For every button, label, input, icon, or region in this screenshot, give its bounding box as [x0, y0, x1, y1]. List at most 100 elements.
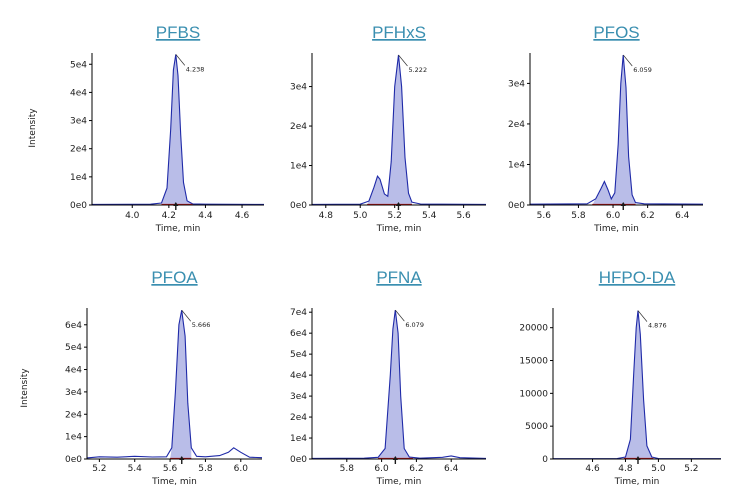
pfbs-title: PFBS	[156, 23, 200, 42]
pfna-y-tick-label: 1e4	[290, 434, 307, 444]
pfbs-x-tick-label: 4.2	[162, 211, 176, 221]
pfoa-x-tick-label: 6.0	[234, 464, 249, 474]
pfos-peak-leader	[622, 54, 633, 67]
pfhxs-peak-leader	[398, 54, 408, 67]
pfoa-title: PFOA	[151, 268, 198, 287]
pfbs-y-tick-label: 3e4	[70, 117, 87, 127]
pfoa-y-tick-label: 5e4	[65, 343, 82, 353]
pfoa-trace	[86, 310, 263, 459]
pfos-x-tick-label: 6.0	[606, 211, 621, 221]
pfhxs-x-axis-label: Time, min	[376, 224, 422, 234]
pfos-x-tick-label: 6.4	[675, 211, 690, 221]
pfhxs-title: PFHxS	[372, 23, 426, 42]
pfos-y-tick-label: 2e4	[508, 120, 525, 130]
hfpo-da-x-tick-label: 4.8	[618, 464, 633, 474]
pfoa-y-tick-label: 0e0	[65, 455, 82, 465]
pfbs-y-tick-label: 4e4	[70, 88, 87, 98]
pfna-x-tick-label: 5.8	[340, 464, 355, 474]
pfna-trace	[311, 310, 487, 459]
pfos-y-tick-label: 0e0	[508, 201, 525, 211]
hfpo-da-peak-label: 4.876	[648, 322, 667, 330]
pfoa-y-tick-label: 1e4	[65, 433, 82, 443]
pfhxs-x-tick-label: 4.8	[319, 211, 334, 221]
pfoa-y-tick-label: 2e4	[65, 410, 82, 420]
pfhxs-x-tick-label: 5.2	[388, 211, 402, 221]
pfbs-y-tick-label: 2e4	[70, 145, 87, 155]
pfhxs-y-tick-label: 1e4	[290, 162, 307, 172]
pfna-x-tick-label: 6.4	[444, 464, 459, 474]
pfos-x-tick-label: 5.8	[571, 211, 586, 221]
hfpo-da-x-tick-label: 5.2	[684, 464, 698, 474]
pfna-y-tick-label: 2e4	[290, 413, 307, 423]
pfbs-y-tick-label: 1e4	[70, 173, 87, 183]
y-axis-label-row1: Intensity	[28, 108, 38, 148]
pfoa-x-tick-label: 5.4	[128, 464, 143, 474]
pfos-peak-label: 6.059	[633, 66, 652, 74]
pfoa-x-tick-label: 5.6	[163, 464, 178, 474]
hfpo-da-x-axis-label: Time, min	[614, 477, 660, 487]
pfbs-x-tick-label: 4.4	[198, 211, 213, 221]
pfbs-peak-area	[161, 54, 193, 206]
pfna-apex-marker	[392, 456, 398, 460]
pfos-trace	[529, 54, 704, 205]
pfos-peak-area	[592, 55, 636, 205]
pfhxs-x-tick-label: 5.0	[353, 211, 368, 221]
pfoa-y-tick-label: 3e4	[65, 388, 82, 398]
pfoa-peak-area	[170, 310, 192, 459]
pfna-peak-area	[378, 310, 413, 459]
hfpo-da-apex-marker	[635, 456, 641, 460]
pfbs-apex-marker	[173, 202, 179, 206]
pfbs-y-tick-label: 5e4	[70, 60, 87, 70]
pfna-y-tick-label: 7e4	[290, 308, 307, 318]
pfhxs-peak-label: 5.222	[408, 66, 427, 74]
pfhxs-x-tick-label: 5.4	[422, 211, 437, 221]
hfpo-da-peak-area	[623, 310, 654, 459]
pfbs-peak-leader	[175, 54, 186, 66]
pfoa-x-axis-label: Time, min	[151, 477, 197, 487]
pfhxs-peak-area	[367, 55, 412, 205]
pfos-y-tick-label: 3e4	[508, 79, 525, 89]
pfna-y-tick-label: 6e4	[290, 329, 307, 339]
pfbs-trace	[91, 54, 265, 205]
pfoa-peak-leader	[181, 310, 192, 322]
pfhxs-y-tick-label: 2e4	[290, 122, 307, 132]
hfpo-da-title: HFPO-DA	[599, 268, 676, 287]
pfoa-x-tick-label: 5.2	[92, 464, 106, 474]
pfhxs-y-tick-label: 3e4	[290, 83, 307, 93]
hfpo-da-x-tick-label: 4.6	[585, 464, 600, 474]
hfpo-da-y-tick-label: 15000	[519, 357, 548, 367]
pfbs-x-tick-label: 4.0	[125, 211, 140, 221]
pfna-y-tick-label: 5e4	[290, 350, 307, 360]
hfpo-da-y-tick-label: 20000	[519, 324, 548, 334]
pfbs-x-tick-label: 4.6	[235, 211, 250, 221]
pfoa-y-tick-label: 4e4	[65, 366, 82, 376]
pfos-title: PFOS	[593, 23, 639, 42]
pfna-x-tick-label: 6.2	[409, 464, 423, 474]
pfna-x-axis-label: Time, min	[376, 477, 422, 487]
pfbs-x-axis-label: Time, min	[155, 224, 201, 234]
hfpo-da-peak-leader	[637, 310, 648, 322]
pfhxs-trace	[311, 54, 487, 205]
pfna-peak-leader	[395, 309, 405, 322]
hfpo-da-trace	[552, 310, 722, 460]
y-axis-label-row2: Intensity	[20, 368, 30, 408]
pfoa-apex-marker	[179, 456, 185, 460]
pfhxs-x-tick-label: 5.6	[456, 211, 471, 221]
hfpo-da-x-tick-label: 5.0	[651, 464, 666, 474]
pfna-peak-label: 6.079	[405, 321, 424, 329]
pfos-x-axis-label: Time, min	[593, 224, 639, 234]
pfos-y-tick-label: 1e4	[508, 160, 525, 170]
pfhxs-apex-marker	[395, 202, 401, 206]
pfos-apex-marker	[620, 202, 626, 206]
pfos-x-tick-label: 5.6	[537, 211, 552, 221]
pfos-x-tick-label: 6.2	[640, 211, 654, 221]
hfpo-da-y-tick-label: 5000	[525, 422, 548, 432]
pfoa-x-tick-label: 5.8	[198, 464, 213, 474]
pfna-y-tick-label: 4e4	[290, 371, 307, 381]
pfbs-y-tick-label: 0e0	[70, 201, 87, 211]
pfna-title: PFNA	[376, 268, 422, 287]
pfna-y-tick-label: 3e4	[290, 392, 307, 402]
pfna-y-tick-label: 0e0	[290, 455, 307, 465]
pfoa-peak-label: 5.666	[192, 321, 211, 329]
